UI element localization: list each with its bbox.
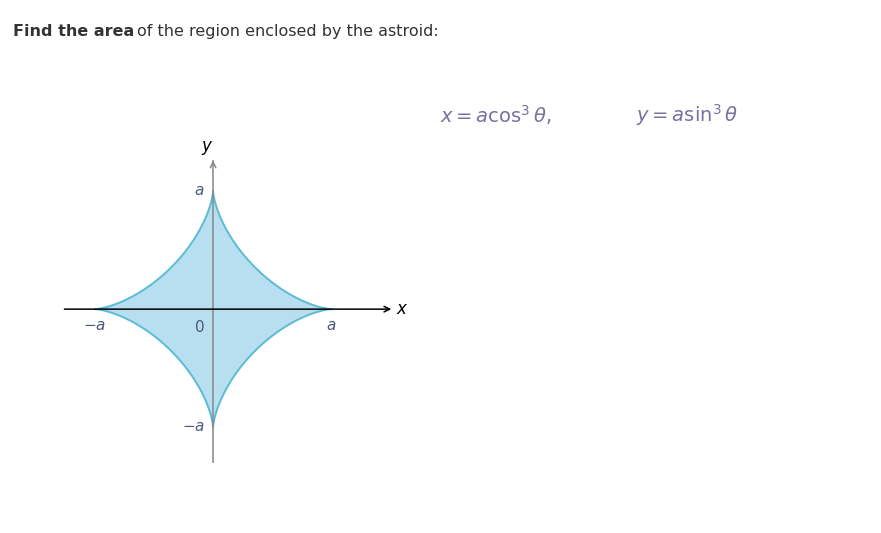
Text: of the region enclosed by the astroid:: of the region enclosed by the astroid: [137, 25, 439, 39]
Text: $y = a\sin^3\theta$: $y = a\sin^3\theta$ [636, 102, 738, 127]
Text: $a$: $a$ [326, 319, 337, 333]
Polygon shape [95, 191, 331, 427]
Text: $-a$: $-a$ [83, 319, 107, 333]
Text: $0$: $0$ [194, 319, 204, 335]
Text: $a$: $a$ [195, 184, 204, 198]
Text: $y$: $y$ [201, 139, 213, 157]
Text: $-a$: $-a$ [181, 421, 204, 434]
Text: Find the area: Find the area [13, 25, 135, 39]
Text: $x = a\cos^3\theta,$: $x = a\cos^3\theta,$ [440, 103, 552, 126]
Text: $x$: $x$ [396, 301, 409, 318]
